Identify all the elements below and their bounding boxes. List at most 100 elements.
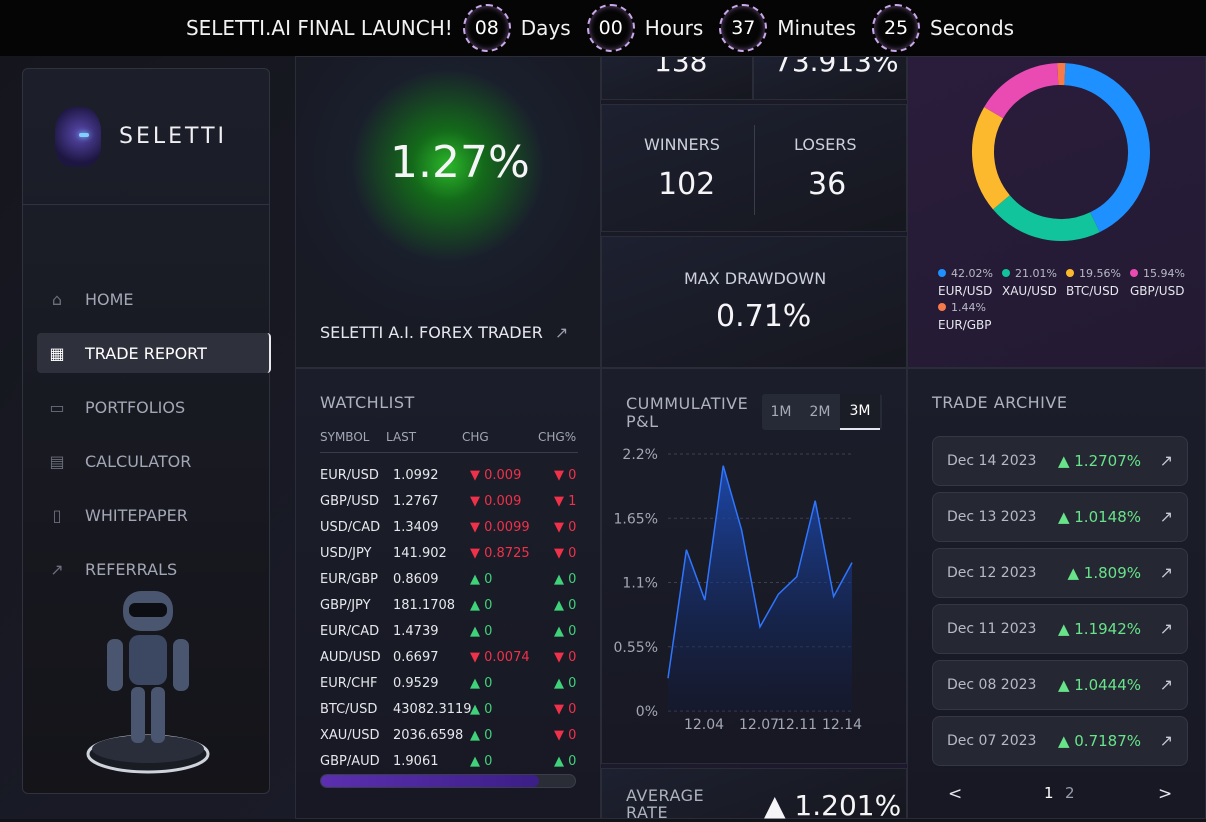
watchlist-symbol: EUR/CAD bbox=[320, 624, 379, 639]
donut-slice-gbp-usd[interactable] bbox=[994, 74, 1058, 113]
archive-date: Dec 14 2023 bbox=[947, 453, 1036, 469]
tab-3m[interactable]: 3M bbox=[840, 394, 880, 430]
archive-row[interactable]: Dec 08 2023▲ 1.0444%↗ bbox=[932, 660, 1188, 710]
watchlist-last: 1.3409 bbox=[393, 520, 439, 535]
archive-value: ▲ 1.0148% bbox=[1058, 508, 1141, 526]
watchlist-last: 1.2767 bbox=[393, 494, 439, 509]
hours-value: 00 bbox=[587, 4, 635, 52]
archive-row[interactable]: Dec 14 2023▲ 1.2707%↗ bbox=[932, 436, 1188, 486]
legend-dot bbox=[938, 303, 946, 311]
sidebar-nav: ⌂ HOME ▦ TRADE REPORT ▭ PORTFOLIOS ▤ CAL… bbox=[37, 279, 271, 603]
total-trades-value: 138 bbox=[654, 56, 707, 78]
legend-item: 15.94%GBP/USD bbox=[1130, 267, 1185, 298]
donut-slice-btc-usd[interactable] bbox=[983, 113, 1001, 203]
donut-slice-xau-usd[interactable] bbox=[1001, 202, 1095, 230]
archive-row[interactable]: Dec 13 2023▲ 1.0148%↗ bbox=[932, 492, 1188, 542]
win-rate-value: 73.913% bbox=[774, 56, 899, 78]
legend-name: EUR/USD bbox=[938, 284, 993, 298]
watchlist-chg-pct: ▼ 0 bbox=[554, 650, 578, 665]
open-arrow-icon[interactable]: ↗ bbox=[1160, 451, 1173, 470]
tab-2m[interactable]: 2M bbox=[800, 394, 840, 430]
stat-win-rate: 73.913% bbox=[753, 56, 907, 100]
sidebar-item-home[interactable]: ⌂ HOME bbox=[37, 279, 271, 319]
col-chg: CHG bbox=[462, 430, 489, 444]
watchlist-symbol: GBP/JPY bbox=[320, 598, 371, 613]
open-arrow-icon[interactable]: ↗ bbox=[1160, 507, 1173, 526]
external-arrow-icon: ↗ bbox=[555, 323, 568, 342]
archive-page-2[interactable]: 2 bbox=[1065, 784, 1075, 802]
trader-label: SELETTI A.I. FOREX TRADER bbox=[320, 323, 543, 342]
days-label: Days bbox=[521, 16, 571, 40]
drawdown-value: 0.71% bbox=[716, 299, 811, 334]
sidebar-item-referrals[interactable]: ↗ REFERRALS bbox=[37, 549, 271, 589]
open-arrow-icon[interactable]: ↗ bbox=[1160, 563, 1173, 582]
archive-row[interactable]: Dec 12 2023▲ 1.809%↗ bbox=[932, 548, 1188, 598]
watchlist-last: 1.0992 bbox=[393, 468, 439, 483]
archive-prev-button[interactable]: < bbox=[948, 784, 962, 804]
open-arrow-icon[interactable]: ↗ bbox=[1160, 675, 1173, 694]
legend-dot bbox=[938, 269, 946, 277]
watchlist-chg-pct: ▲ 0 bbox=[554, 572, 578, 587]
open-arrow-icon[interactable]: ↗ bbox=[1160, 619, 1173, 638]
legend-pct: 19.56% bbox=[1079, 267, 1121, 280]
archive-next-button[interactable]: > bbox=[1158, 784, 1172, 804]
watchlist-chg: ▼ 0.0099 bbox=[470, 520, 530, 535]
watchlist-chg-pct: ▲ 0 bbox=[554, 754, 578, 769]
legend-pct: 15.94% bbox=[1143, 267, 1185, 280]
sidebar-item-calculator[interactable]: ▤ CALCULATOR bbox=[37, 441, 271, 481]
tab-1m[interactable]: 1M bbox=[761, 394, 801, 430]
legend-name: EUR/GBP bbox=[938, 318, 992, 332]
watchlist-last: 0.9529 bbox=[393, 676, 439, 691]
average-rate-card: AVERAGE RATE ▲ 1.201% bbox=[601, 768, 907, 819]
archive-row[interactable]: Dec 11 2023▲ 1.1942%↗ bbox=[932, 604, 1188, 654]
wallet-icon: ▭ bbox=[47, 398, 67, 416]
sidebar-item-label: PORTFOLIOS bbox=[85, 398, 185, 417]
archive-value: ▲ 0.7187% bbox=[1058, 732, 1141, 750]
winners-losers-card: WINNERS 102 LOSERS 36 bbox=[601, 104, 907, 232]
archive-page-1[interactable]: 1 bbox=[1044, 784, 1054, 802]
legend-dot bbox=[1066, 269, 1074, 277]
archive-row[interactable]: Dec 07 2023▲ 0.7187%↗ bbox=[932, 716, 1188, 766]
sidebar-item-trade-report[interactable]: ▦ TRADE REPORT bbox=[37, 333, 271, 373]
archive-date: Dec 11 2023 bbox=[947, 621, 1036, 637]
performance-card: 1.27% SELETTI A.I. FOREX TRADER ↗ bbox=[295, 56, 601, 368]
legend-name: XAU/USD bbox=[1002, 284, 1057, 298]
sidebar-item-label: REFERRALS bbox=[85, 560, 177, 579]
open-arrow-icon[interactable]: ↗ bbox=[1160, 731, 1173, 750]
share-arrow-icon: ↗ bbox=[47, 560, 67, 578]
grid-icon: ▦ bbox=[47, 344, 67, 362]
logo[interactable]: SELETTI bbox=[23, 69, 269, 205]
watchlist-chg-pct: ▲ 0 bbox=[554, 676, 578, 691]
y-tick-label: 2.2% bbox=[622, 447, 658, 463]
minutes-value: 37 bbox=[719, 4, 767, 52]
days-value: 08 bbox=[463, 4, 511, 52]
sidebar-item-whitepaper[interactable]: ▯ WHITEPAPER bbox=[37, 495, 271, 535]
watchlist-chg: ▼ 0.8725 bbox=[470, 546, 530, 561]
col-chg-pct: CHG% bbox=[538, 430, 576, 444]
watchlist-scrollbar[interactable] bbox=[320, 774, 576, 788]
legend-pct: 21.01% bbox=[1015, 267, 1057, 280]
donut-slice-eur-usd[interactable] bbox=[1065, 74, 1139, 222]
archive-value: ▲ 1.0444% bbox=[1058, 676, 1141, 694]
watchlist-symbol: USD/JPY bbox=[320, 546, 372, 561]
watchlist-symbol: AUD/USD bbox=[320, 650, 381, 665]
watchlist-scrollbar-thumb[interactable] bbox=[321, 775, 539, 787]
ai-head-logo-icon bbox=[55, 107, 101, 167]
watchlist-chg: ▲ 0 bbox=[470, 728, 492, 743]
watchlist-chg-pct: ▼ 0 bbox=[554, 728, 578, 743]
minutes-label: Minutes bbox=[777, 16, 856, 40]
trader-link[interactable]: SELETTI A.I. FOREX TRADER ↗ bbox=[320, 323, 568, 342]
sidebar-item-portfolios[interactable]: ▭ PORTFOLIOS bbox=[37, 387, 271, 427]
